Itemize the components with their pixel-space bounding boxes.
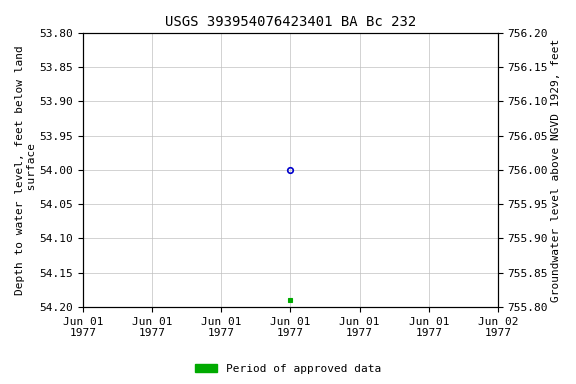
Y-axis label: Groundwater level above NGVD 1929, feet: Groundwater level above NGVD 1929, feet bbox=[551, 38, 561, 301]
Y-axis label: Depth to water level, feet below land
 surface: Depth to water level, feet below land su… bbox=[15, 45, 37, 295]
Title: USGS 393954076423401 BA Bc 232: USGS 393954076423401 BA Bc 232 bbox=[165, 15, 416, 29]
Legend: Period of approved data: Period of approved data bbox=[191, 359, 385, 379]
